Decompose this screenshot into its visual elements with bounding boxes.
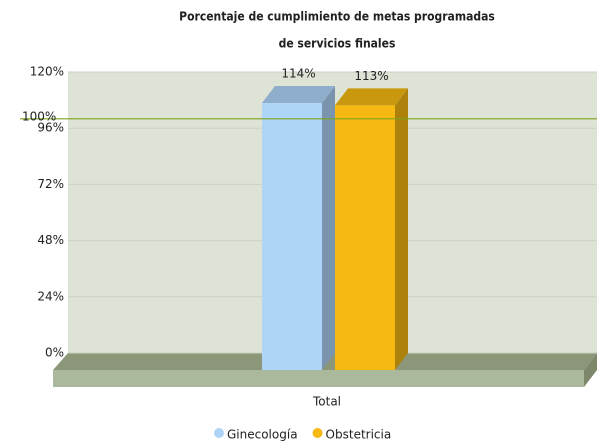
bar-side [322,86,335,371]
value-label: 113% [354,69,388,83]
bar-top [335,88,408,106]
bar-top [262,86,335,104]
legend-label: Ginecología [227,428,298,442]
reference-label: 100% [22,109,56,123]
floor-front [53,370,584,387]
floor-side [584,353,597,387]
legend-marker [312,428,323,438]
y-tick-label: 48% [37,233,64,247]
chart-title: de servicios finales [279,37,396,51]
y-tick-label: 120% [30,65,64,79]
y-tick-label: 96% [37,121,64,135]
y-tick-label: 24% [37,289,64,303]
x-tick-label: Total [312,395,341,409]
y-tick-label: 0% [45,346,64,360]
y-tick-label: 72% [37,177,64,191]
legend-label: Obstetricia [326,428,392,442]
value-label: 114% [281,67,315,81]
bar [262,103,322,371]
legend-marker [214,428,224,438]
bar-side [395,88,408,371]
bar [335,105,395,371]
chart-title: Porcentaje de cumplimiento de metas prog… [179,10,495,24]
